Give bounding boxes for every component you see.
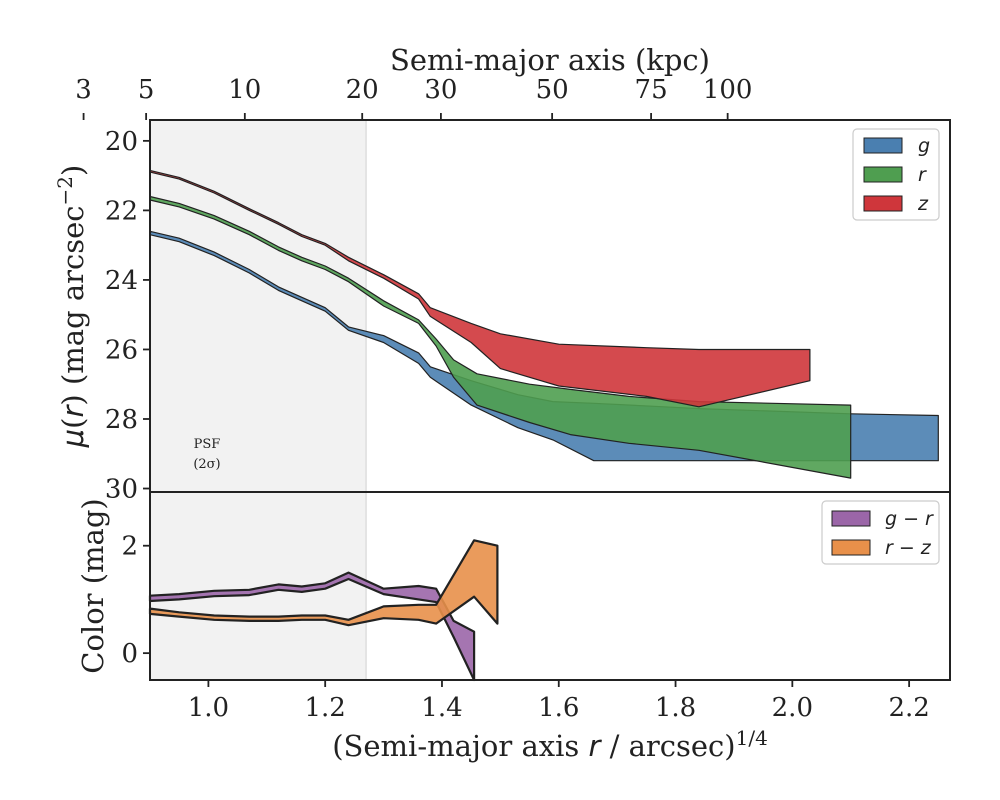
- legend-swatch-g-r: [831, 510, 871, 527]
- kpc-tick-label: 50: [536, 75, 569, 105]
- psf-sigma-label: (2σ): [193, 457, 220, 472]
- x-title-r: r: [588, 729, 602, 763]
- bottom-x-axis-title: (Semi-major axis r / arcsec)1/4: [332, 726, 768, 763]
- legend-label-r-z: r − z: [885, 537, 932, 559]
- kpc-tick-label: 5: [138, 75, 155, 105]
- top-y-axis-title: μ(r) (mag arcsec−2): [53, 165, 90, 449]
- x-tick-label: 1.2: [305, 693, 346, 723]
- psf-shaded-region: [150, 120, 367, 492]
- x-title-post: / arcsec): [600, 729, 735, 763]
- sb-y-tick-label: 30: [105, 475, 138, 505]
- x-tick-label: 1.0: [188, 693, 229, 723]
- kpc-tick-label: 10: [228, 75, 261, 105]
- bottom-y-axis-title: Color (mag): [76, 498, 110, 673]
- sb-y-tick-label: 22: [105, 196, 138, 226]
- legend-label-r: r: [918, 164, 927, 186]
- y-title-close: ): [56, 165, 90, 176]
- legend-label-z: z: [917, 193, 929, 215]
- x-tick-label: 2.0: [772, 693, 813, 723]
- sb-y-tick-label: 24: [105, 266, 138, 296]
- y-title-rest: ) (mag arcsec: [56, 205, 90, 405]
- kpc-tick-label: 100: [703, 75, 753, 105]
- y-title-r: r: [56, 404, 90, 418]
- x-tick-label: 1.6: [538, 693, 579, 723]
- psf-label: PSF: [194, 437, 221, 452]
- legend-swatch-r: [863, 166, 903, 183]
- band-r: [149, 195, 852, 479]
- legend-label-g-r: g − r: [885, 508, 934, 530]
- color-legend: g − r r − z: [821, 500, 940, 565]
- x-title-exp: 1/4: [736, 726, 768, 750]
- legend-swatch-g: [863, 137, 903, 154]
- y-title-exp: −2: [53, 176, 77, 205]
- sb-bands: [149, 169, 939, 479]
- legend-label-g: g: [918, 135, 930, 157]
- sb-y-tick-label: 20: [105, 127, 138, 157]
- band-r-z: [148, 539, 499, 627]
- color-y-tick-label: 2: [121, 532, 138, 562]
- x-tick-label: 1.8: [655, 693, 696, 723]
- legend-swatch-z: [863, 195, 903, 212]
- x-tick-label: 1.4: [421, 693, 462, 723]
- sb-y-tick-label: 26: [105, 335, 138, 365]
- axis-ticks: 20 22 24 26 28 30 3 5 10 20 30 50 75 100 0 2 1.0 1.2 1.4 1.…: [75, 75, 929, 723]
- band-z: [149, 169, 811, 408]
- kpc-tick-label: 30: [424, 75, 457, 105]
- legend-swatch-r-z: [831, 539, 871, 556]
- sb-y-tick-label: 28: [105, 405, 138, 435]
- x-title-pre: (Semi-major axis: [332, 729, 588, 763]
- sb-legend: g r z: [852, 128, 940, 221]
- x-tick-label: 2.2: [888, 693, 929, 723]
- kpc-tick-label: 3: [75, 75, 92, 105]
- kpc-tick-label: 75: [635, 75, 668, 105]
- kpc-tick-label: 20: [346, 75, 379, 105]
- top-axis-title: Semi-major axis (kpc): [390, 43, 710, 77]
- bottom-panel-frame: [149, 491, 951, 681]
- color-y-tick-label: 0: [121, 639, 138, 669]
- y-title-mu: μ: [56, 429, 90, 448]
